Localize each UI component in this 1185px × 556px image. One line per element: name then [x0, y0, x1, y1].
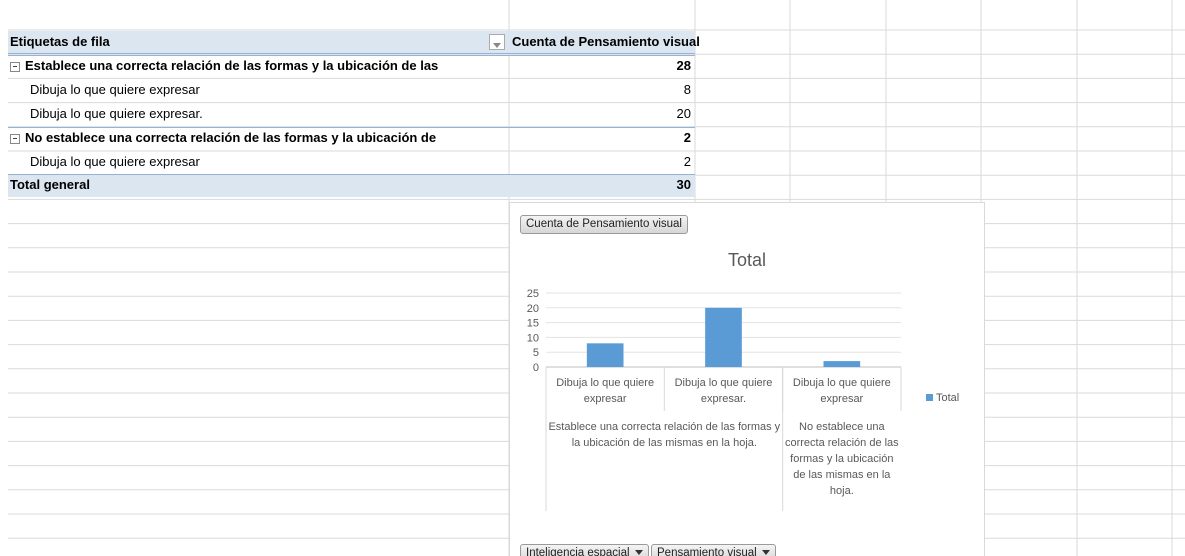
filter-button[interactable] — [489, 34, 505, 50]
row-value: 2 — [683, 129, 691, 145]
bar — [823, 361, 861, 367]
dropdown-arrow — [761, 550, 770, 556]
axis-field-button[interactable]: Pensamiento visual — [651, 544, 776, 556]
y-tick-label: 5 — [533, 347, 539, 359]
y-tick-label: 0 — [533, 362, 539, 374]
total-label: Total general — [10, 177, 90, 193]
group-label: Establece una correcta relación de las f… — [25, 57, 439, 73]
total-value: 30 — [676, 177, 691, 193]
item-label: Dibuja lo que quiere expresar. — [30, 105, 203, 121]
dropdown-arrow — [634, 550, 643, 556]
bar — [705, 307, 742, 367]
plot-area: 0 5 10 15 20 25 Total — [527, 288, 959, 511]
collapse-button[interactable] — [10, 61, 20, 72]
collapse-button[interactable] — [10, 133, 20, 144]
group-label: Establece una correcta relación de las f… — [548, 421, 781, 449]
y-tick-label: 20 — [527, 303, 539, 315]
x-tick-label: Dibuja lo que quiere expresar. — [674, 377, 773, 405]
y-tick-label: 25 — [527, 288, 539, 300]
row-value: 2 — [683, 153, 691, 169]
total-fill — [8, 174, 695, 198]
chart-title: Total — [727, 250, 767, 270]
row-header: Etiquetas de fila — [10, 34, 110, 49]
row-value: 20 — [676, 105, 691, 121]
group-label: No establece una correcta relación de la… — [25, 129, 437, 145]
row-value: 28 — [676, 57, 691, 73]
x-tick-label: Dibuja lo que quiere expresar — [792, 377, 891, 405]
legend-label: Total — [936, 392, 959, 404]
legend-swatch — [926, 394, 933, 401]
axis-field-button[interactable]: Inteligencia espacial — [520, 544, 649, 556]
field-button[interactable]: Cuenta de Pensamiento visual — [520, 215, 688, 234]
group-border — [8, 54, 695, 56]
item-label: Dibuja lo que quiere expresar — [30, 153, 200, 169]
item-label: Dibuja lo que quiere expresar — [30, 81, 200, 97]
pivot-table: Etiquetas de fila Cuenta de Pensamiento v… — [0, 0, 1185, 210]
x-tick-label: Dibuja lo que quiere expresar — [556, 377, 655, 405]
group-border — [8, 126, 695, 128]
bar — [586, 343, 624, 367]
y-tick-label: 10 — [527, 332, 539, 344]
value-header: Cuenta de Pensamiento visual — [512, 34, 700, 49]
header-fill — [8, 31, 695, 54]
row-value: 8 — [683, 81, 691, 97]
y-tick-label: 15 — [527, 318, 539, 330]
pivot-chart: 0 5 10 15 20 25 Total Cuenta de Pensamiento vi… — [509, 202, 985, 556]
group-label: No establece una correcta relación de la… — [784, 421, 899, 497]
